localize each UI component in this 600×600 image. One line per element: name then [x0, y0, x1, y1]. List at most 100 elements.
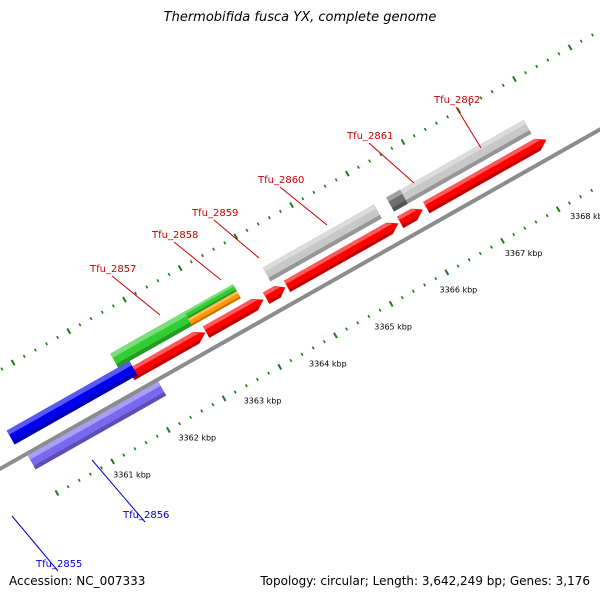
kbp-label: 3362 kbp — [178, 433, 216, 442]
gene-label: Tfu_2856 — [122, 510, 169, 521]
lower-tick-mark — [523, 226, 527, 230]
gene-grey — [262, 204, 382, 282]
upper-tick-mark — [256, 222, 260, 226]
genome-summary-text: Topology: circular; Length: 3,642,249 bp… — [260, 574, 590, 588]
upper-tick-mark — [145, 285, 149, 289]
gene-label: Tfu_2855 — [35, 559, 82, 570]
gene-red-shadow — [267, 293, 282, 304]
lower-tick-mark — [122, 453, 126, 457]
gene-grey-shadow — [268, 214, 382, 282]
lower-tick-mark — [256, 377, 259, 382]
gene-label-leader — [279, 186, 328, 226]
lower-tick-mark — [534, 220, 538, 224]
gene-red — [202, 298, 264, 338]
upper-tick-mark — [78, 323, 82, 327]
lower-tick-mark — [489, 245, 493, 249]
gene-grey-highlight — [262, 204, 377, 272]
upper-tick-mark — [301, 197, 305, 201]
gene-orange-shadow — [191, 296, 241, 326]
lower-tick-mark — [567, 201, 571, 205]
upper-tick-mark — [0, 367, 4, 371]
gene-label-leader — [11, 515, 59, 572]
upper-tick-mark — [557, 52, 561, 56]
lower-tick-mark — [66, 484, 70, 489]
lower-tick-mark — [77, 478, 81, 483]
upper-tick-mark — [189, 260, 193, 264]
lower-tick-mark — [110, 458, 115, 465]
upper-tick-mark — [233, 233, 239, 240]
gene-label: Tfu_2859 — [191, 208, 238, 219]
gene-label-leader — [173, 241, 222, 281]
lower-tick-mark — [412, 289, 415, 293]
gene-red-highlight — [423, 138, 541, 206]
upper-tick-mark — [357, 165, 360, 169]
upper-tick-mark — [66, 328, 72, 335]
lower-tick-mark — [244, 384, 248, 388]
upper-tick-mark — [122, 296, 127, 303]
gene-label-leader — [111, 275, 161, 316]
gene-green-shadow — [187, 289, 237, 319]
gene-red — [423, 138, 547, 214]
upper-tick-mark — [390, 146, 394, 151]
upper-tick-mark — [423, 127, 427, 132]
kbp-label: 3365 kbp — [374, 323, 412, 332]
upper-tick-mark — [89, 316, 93, 321]
kbp-label: 3367 kbp — [505, 249, 543, 258]
gene-red-shadow — [427, 145, 542, 214]
lower-tick-mark — [200, 409, 204, 413]
lower-tick-mark — [277, 363, 283, 370]
gene-slate-shadow — [33, 392, 167, 470]
lower-tick-mark — [512, 232, 516, 237]
lower-tick-mark — [233, 390, 237, 394]
gene-label-leader — [368, 142, 415, 184]
upper-tick-mark — [201, 253, 204, 258]
upper-tick-mark — [56, 335, 60, 340]
gene-green — [110, 311, 193, 368]
gene-label: Tfu_2860 — [257, 175, 304, 186]
gene-red — [128, 331, 206, 381]
map-title: Thermobifida fusca YX, complete genome — [163, 10, 437, 25]
lower-tick-mark — [467, 258, 471, 262]
gene-red-shadow — [207, 305, 260, 338]
upper-tick-mark — [156, 279, 160, 283]
lower-tick-mark — [356, 321, 360, 325]
lower-tick-mark — [378, 308, 382, 312]
lower-tick-mark — [133, 447, 137, 451]
upper-tick-mark — [512, 75, 517, 83]
upper-tick-mark — [524, 71, 527, 75]
upper-tick-mark — [479, 96, 483, 100]
upper-tick-mark — [567, 44, 573, 51]
gene-label: Tfu_2862 — [433, 95, 480, 106]
gene-dark-grey-highlight — [386, 189, 403, 202]
gene-label-leader — [91, 459, 146, 523]
lower-tick-mark — [300, 352, 304, 356]
lower-tick-mark — [178, 421, 181, 426]
gene-red-highlight — [262, 286, 280, 296]
lower-tick-mark — [189, 415, 193, 420]
lower-tick-mark — [144, 440, 148, 445]
gene-green — [184, 284, 237, 319]
lower-tick-mark — [88, 472, 92, 476]
upper-tick-mark — [167, 272, 171, 277]
upper-tick-mark — [546, 58, 550, 62]
lower-tick-mark — [345, 327, 349, 331]
upper-tick-mark — [344, 170, 350, 177]
kbp-label: 3361 kbp — [113, 470, 151, 479]
upper-tick-mark — [400, 138, 406, 146]
lower-tick-mark — [500, 237, 505, 244]
gene-grey-shadow — [405, 130, 532, 204]
upper-tick-mark — [435, 121, 438, 125]
lower-tick-mark — [311, 346, 315, 350]
upper-tick-mark — [33, 348, 37, 352]
lower-tick-mark — [444, 269, 450, 276]
upper-tick-mark — [312, 190, 316, 195]
lower-tick-mark — [590, 188, 594, 193]
gene-green-highlight — [110, 311, 187, 358]
upper-tick-mark — [100, 310, 104, 314]
upper-tick-mark — [134, 291, 138, 296]
lower-tick-mark — [579, 195, 582, 199]
gene-red-highlight — [128, 331, 200, 373]
upper-tick-mark — [267, 215, 271, 220]
